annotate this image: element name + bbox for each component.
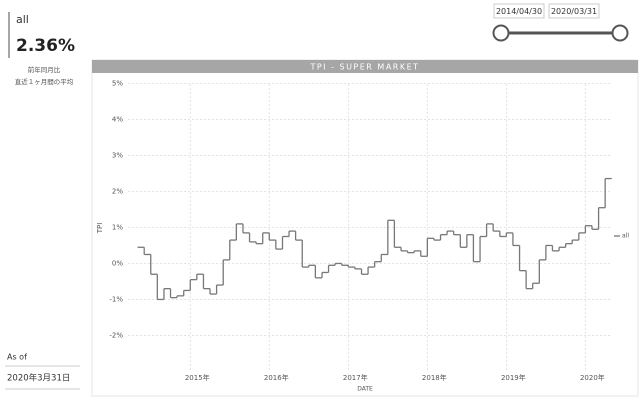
slicer-handle[interactable] bbox=[492, 24, 510, 42]
y-tick-label: -2% bbox=[109, 331, 123, 339]
slicer-end[interactable]: 2020/03/31 bbox=[551, 7, 597, 16]
title-bar bbox=[92, 60, 638, 73]
y-tick-label: 2% bbox=[112, 188, 123, 196]
x-tick-label: 2019年 bbox=[501, 373, 526, 382]
chart-title: TPI - SUPER MARKET bbox=[309, 63, 419, 72]
chart-frame bbox=[91, 59, 639, 397]
as-of-date: 2020年3月31日 bbox=[7, 373, 70, 384]
x-tick-label: 2015年 bbox=[185, 373, 210, 382]
as-of-label: As of bbox=[7, 353, 27, 362]
x-tick-label: 2018年 bbox=[422, 373, 447, 382]
y-tick-label: 5% bbox=[112, 80, 123, 88]
legend-label: all bbox=[622, 233, 629, 240]
kpi-label: all bbox=[16, 13, 29, 26]
slicer-start-box[interactable] bbox=[493, 3, 545, 19]
y-tick-label: 3% bbox=[112, 152, 123, 160]
slicer-handle[interactable] bbox=[611, 24, 629, 42]
kpi-note: 直近１ヶ月間の平均 bbox=[15, 77, 74, 86]
slicer-start[interactable]: 2014/04/30 bbox=[496, 7, 542, 16]
x-tick-label: 2020年 bbox=[580, 373, 605, 382]
kpi-note: 前年同月比 bbox=[28, 65, 61, 74]
slicer-end-box[interactable] bbox=[548, 3, 600, 19]
y-tick-label: 0% bbox=[112, 259, 123, 267]
x-axis-label: DATE bbox=[357, 386, 373, 393]
x-tick-label: 2016年 bbox=[264, 373, 289, 382]
y-tick-label: 1% bbox=[112, 223, 123, 231]
kpi-value: 2.36% bbox=[16, 36, 75, 56]
y-tick-label: 4% bbox=[112, 116, 123, 124]
x-tick-label: 2017年 bbox=[343, 373, 368, 382]
y-tick-label: -1% bbox=[109, 295, 123, 303]
y-axis-label: TPI bbox=[96, 223, 104, 235]
